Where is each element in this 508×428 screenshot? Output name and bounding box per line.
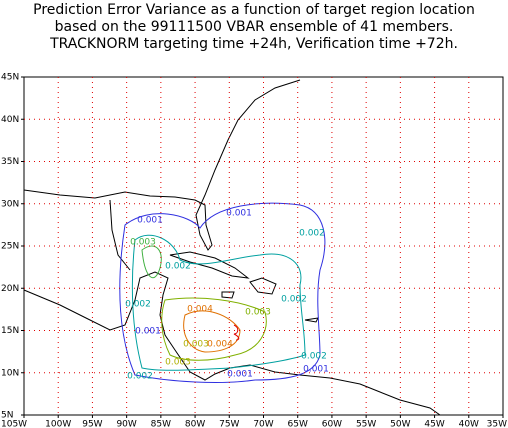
contour-label: 0.003 (245, 308, 271, 318)
lat-label: 25N (1, 242, 19, 252)
title-line: based on the 99111500 VBAR ensemble of 4… (55, 19, 454, 35)
lat-label: 5N (1, 411, 13, 421)
lat-label: 15N (1, 326, 19, 336)
lat-label: 10N (1, 368, 19, 378)
contour-label: 0.001 (303, 365, 329, 375)
coastlines (23, 79, 441, 416)
lon-label: 45W (424, 420, 444, 428)
lon-label: 85W (151, 420, 171, 428)
lon-label: 95W (82, 420, 102, 428)
title-line: TRACKNORM targeting time +24h, Verificat… (49, 36, 458, 52)
contour-label: 0.003 (165, 358, 191, 368)
contour-label: 0.002 (301, 352, 327, 362)
contours (119, 202, 326, 383)
contour-label: 0.002 (127, 372, 153, 382)
contour-label: 0.001 (135, 327, 161, 337)
lon-label: 75W (219, 420, 239, 428)
lon-label: 80W (185, 420, 205, 428)
lat-label: 20N (1, 284, 19, 294)
lon-label: 90W (116, 420, 136, 428)
contour-label: 0.001 (227, 370, 253, 380)
contour-label: 0.002 (299, 229, 325, 239)
contour-label: 0.002 (165, 262, 191, 272)
lon-label: 35W (487, 420, 507, 428)
contour-label: 0.003 (183, 340, 209, 350)
lon-label: 105W (1, 420, 27, 428)
contour-label: 0.003 (130, 238, 156, 248)
lon-label: 65W (288, 420, 308, 428)
lon-label: 55W (356, 420, 376, 428)
lat-label: 30N (1, 199, 19, 209)
lon-label: 50W (390, 420, 410, 428)
contour-label: 0.002 (281, 295, 307, 305)
lon-label: 100W (45, 420, 71, 428)
contour-label: 0.004 (207, 340, 233, 350)
contour-label: 0.002 (125, 300, 151, 310)
title-line: Prediction Error Variance as a function … (33, 2, 475, 18)
lat-label: 40N (1, 115, 19, 125)
contour-label: 0.004 (187, 305, 213, 315)
lon-label: 60W (322, 420, 342, 428)
contour-label: 0.001 (137, 216, 163, 226)
lon-label: 40W (459, 420, 479, 428)
lon-label: 70W (253, 420, 273, 428)
contour-label: 0.001 (226, 209, 252, 219)
lat-label: 35N (1, 157, 19, 167)
lat-label: 45N (1, 73, 19, 83)
